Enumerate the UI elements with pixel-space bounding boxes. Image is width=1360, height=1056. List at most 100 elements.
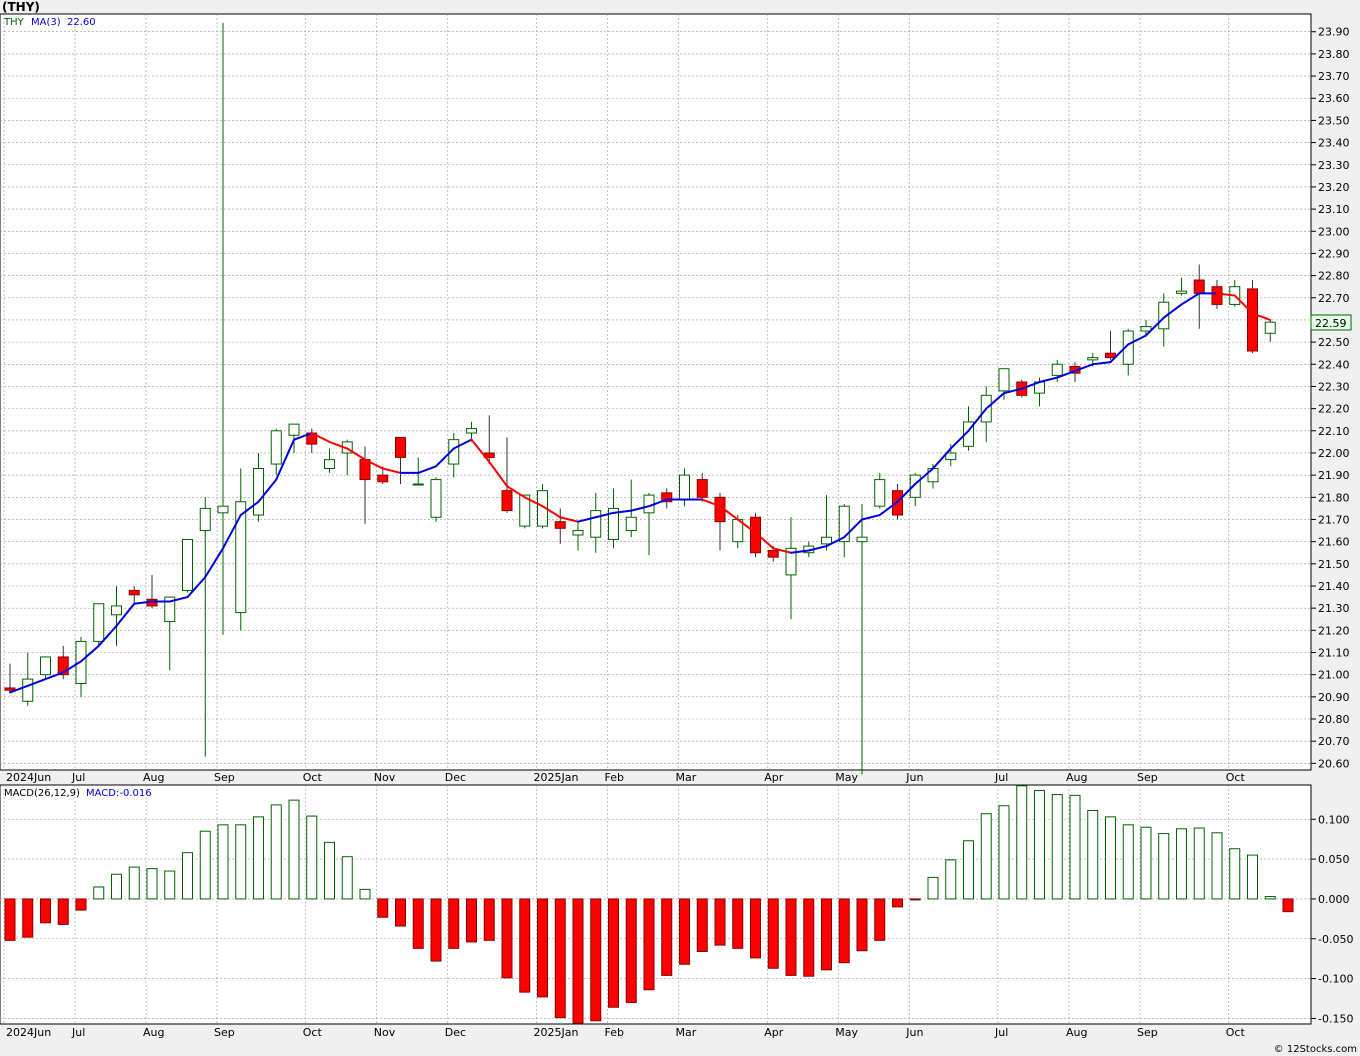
macd-bar bbox=[732, 898, 744, 949]
price-tick-label: 20.60 bbox=[1318, 757, 1350, 770]
candle-body bbox=[359, 459, 371, 481]
macd-bar bbox=[554, 898, 566, 1019]
candle-body bbox=[1176, 290, 1187, 294]
ma3-segment bbox=[452, 438, 473, 450]
price-x-label: Dec bbox=[445, 771, 466, 784]
ma3-segment bbox=[1074, 363, 1094, 372]
ma3-segment bbox=[1091, 361, 1112, 366]
price-tick-label: 22.30 bbox=[1318, 380, 1350, 393]
macd-x-label: Feb bbox=[605, 1026, 624, 1039]
macd-bar bbox=[874, 898, 886, 941]
price-tick-label: 23.90 bbox=[1318, 26, 1350, 39]
price-x-label: Apr bbox=[764, 771, 784, 784]
macd-x-label: Sep bbox=[214, 1026, 235, 1039]
candle-body bbox=[164, 596, 176, 622]
candle-body bbox=[590, 510, 602, 538]
candle-body bbox=[288, 423, 300, 436]
macd-bar bbox=[324, 841, 335, 900]
candle-body bbox=[182, 538, 193, 591]
watermark: © 12Stocks.com bbox=[1274, 1044, 1357, 1055]
macd-tick-label: 0.000 bbox=[1318, 893, 1350, 906]
ma3-segment bbox=[204, 547, 224, 579]
macd-bar bbox=[306, 815, 318, 900]
macd-legend-value: MACD:-0.016 bbox=[86, 788, 152, 799]
price-x-label: Sep bbox=[1137, 771, 1158, 784]
macd-bar bbox=[1105, 816, 1116, 900]
macd-bar bbox=[1193, 827, 1205, 900]
candle-body bbox=[448, 439, 460, 465]
price-x-label: Jul bbox=[994, 771, 1008, 784]
ma3-segment bbox=[1251, 312, 1272, 321]
ma3-segment bbox=[523, 496, 544, 508]
price-x-label: Nov bbox=[374, 771, 396, 784]
candle-body bbox=[625, 516, 637, 532]
price-tick-label: 20.80 bbox=[1318, 713, 1350, 726]
candle-body bbox=[501, 490, 513, 512]
macd-x-label: Oct bbox=[1226, 1026, 1246, 1039]
candle-body bbox=[856, 536, 868, 543]
candle-body bbox=[554, 521, 566, 529]
ma3-segment bbox=[97, 624, 118, 647]
candle-body bbox=[430, 479, 442, 518]
ma3-line bbox=[9, 292, 1272, 694]
axis-labels: 20.60 20.70 20.80 20.90 21.00 21.10 21.20 21.30… bbox=[6, 26, 1353, 1039]
macd-bar bbox=[661, 898, 673, 976]
ma3-segment bbox=[364, 458, 384, 470]
macd-x-label: Sep bbox=[1137, 1026, 1158, 1039]
macd-tick-label: -0.100 bbox=[1318, 973, 1353, 986]
macd-bar bbox=[714, 898, 726, 946]
price-tick-label: 23.20 bbox=[1318, 181, 1350, 194]
macd-bar bbox=[519, 898, 531, 993]
ma3-segment bbox=[754, 531, 775, 550]
macd-x-label: Jun bbox=[905, 1026, 923, 1039]
ma3-segment bbox=[44, 671, 65, 681]
macd-bar bbox=[750, 898, 761, 959]
candle-body bbox=[1193, 279, 1205, 294]
price-x-label: Mar bbox=[676, 771, 697, 784]
macd-bar bbox=[767, 898, 779, 969]
price-tick-label: 22.00 bbox=[1318, 447, 1350, 460]
ma3-segment bbox=[594, 511, 615, 519]
ma3-segment bbox=[861, 514, 881, 521]
ma3-segment bbox=[985, 392, 1005, 410]
macd-bar bbox=[998, 805, 1010, 900]
price-tick-label: 21.10 bbox=[1318, 646, 1350, 659]
ma3-segment bbox=[736, 518, 757, 534]
price-x-label: Oct bbox=[303, 771, 323, 784]
macd-bar bbox=[128, 866, 140, 900]
ma3-segment bbox=[914, 467, 934, 486]
ma3-segment bbox=[772, 547, 792, 554]
macd-bar bbox=[1158, 833, 1170, 900]
price-tick-label: 23.60 bbox=[1318, 92, 1350, 105]
price-x-label: Jun bbox=[905, 771, 923, 784]
macd-tick-label: 0.050 bbox=[1318, 853, 1350, 866]
candle-body bbox=[395, 436, 406, 458]
candle-body bbox=[1105, 352, 1116, 359]
ma3-segment bbox=[239, 500, 260, 517]
price-x-label: May bbox=[835, 771, 858, 784]
price-tick-label: 23.00 bbox=[1318, 225, 1350, 238]
macd-bar bbox=[430, 898, 442, 962]
ma3-segment bbox=[1109, 343, 1130, 364]
macd-x-label: Aug bbox=[143, 1026, 164, 1039]
ma3-segment bbox=[807, 545, 828, 552]
ma3-segment bbox=[257, 478, 278, 503]
ma3-segment bbox=[488, 460, 508, 488]
candle-body bbox=[998, 368, 1010, 392]
macd-x-label: Mar bbox=[676, 1026, 697, 1039]
ma3-segment bbox=[293, 432, 313, 441]
macd-bar bbox=[1264, 896, 1276, 900]
macd-bar bbox=[40, 898, 51, 924]
ma3-segment bbox=[1038, 376, 1059, 384]
price-tick-label: 22.70 bbox=[1318, 292, 1350, 305]
price-tick-label: 20.90 bbox=[1318, 691, 1350, 704]
price-x-label: Aug bbox=[1066, 771, 1087, 784]
price-tick-label: 22.90 bbox=[1318, 247, 1350, 260]
candle-body bbox=[874, 479, 886, 507]
macd-bar bbox=[537, 898, 548, 998]
price-tick-label: 21.20 bbox=[1318, 624, 1350, 637]
macd-bar bbox=[377, 898, 389, 918]
macd-bar bbox=[288, 799, 300, 900]
ma3-segment bbox=[1180, 292, 1201, 306]
